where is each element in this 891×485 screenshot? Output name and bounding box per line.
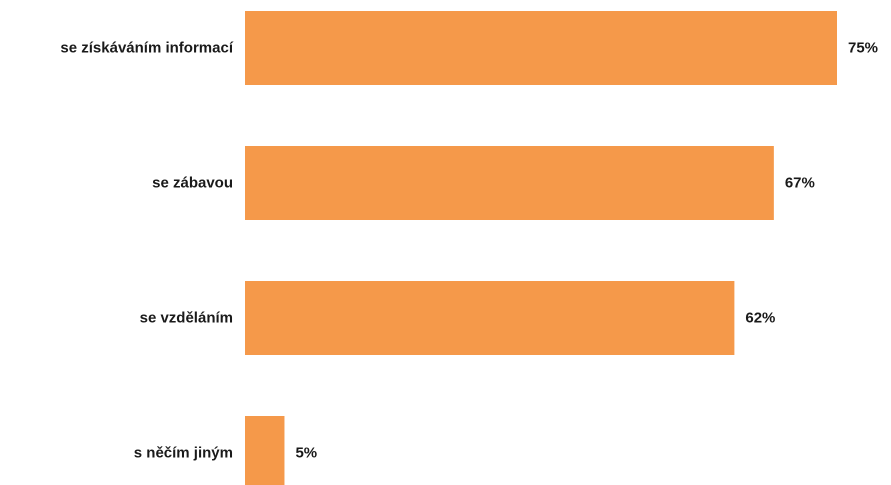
value-label: 5%: [295, 445, 317, 462]
bar: [245, 416, 285, 485]
bar: [245, 146, 774, 220]
value-label: 75%: [848, 40, 878, 57]
category-label: se vzděláním: [140, 310, 233, 327]
value-label: 67%: [785, 175, 815, 192]
value-label: 62%: [745, 310, 775, 327]
bar: [245, 281, 735, 355]
category-label: s něčím jiným: [134, 445, 233, 462]
category-label: se získáváním informací: [60, 40, 233, 57]
bar: [245, 11, 837, 85]
category-label: se zábavou: [152, 175, 233, 192]
